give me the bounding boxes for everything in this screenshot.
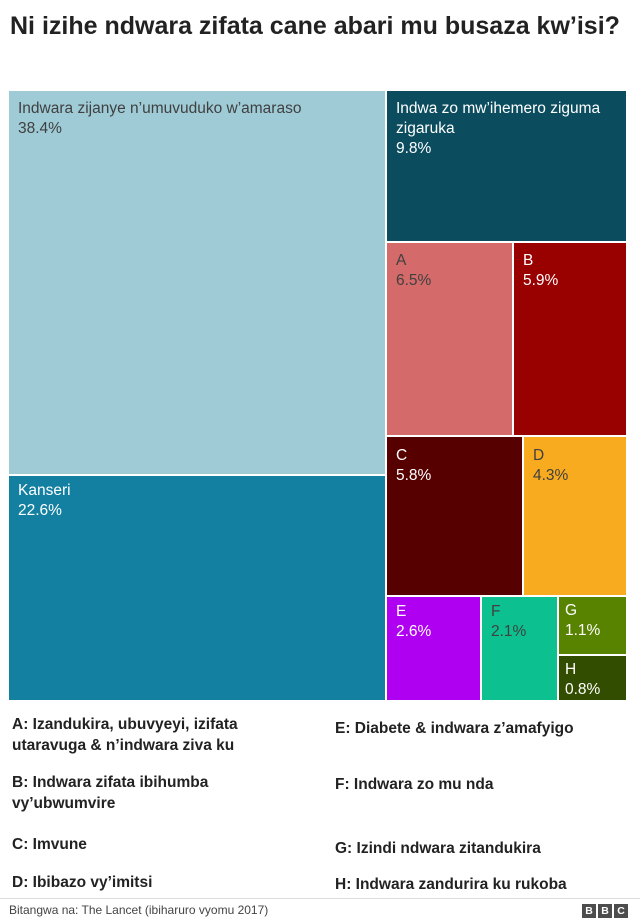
tile-label: E [396, 603, 407, 620]
legend-item-a: A: Izandukira, ubuvyeyi, izifata utaravu… [12, 716, 238, 754]
legend: A: Izandukira, ubuvyeyi, izifata utaravu… [12, 714, 628, 894]
footer-divider [0, 898, 640, 899]
treemap-tile-e: E 2.6% [387, 597, 482, 702]
treemap-tile-c: C 5.8% [387, 437, 524, 597]
treemap-chart: Indwara zijanye n’umuvuduko w’amaraso 38.… [9, 91, 628, 702]
treemap-tile-f: F 2.1% [482, 597, 559, 702]
tile-label: B [523, 252, 534, 269]
tile-value: 22.6% [18, 502, 62, 519]
tile-label: G [565, 602, 578, 619]
chart-title: Ni izihe ndwara zifata cane abari mu bus… [10, 12, 620, 40]
tile-value: 2.6% [396, 623, 432, 640]
legend-item-h: H: Indwara zandurira ku rukoba [335, 876, 567, 893]
tile-value: 0.8% [565, 681, 601, 698]
tile-label: H [565, 661, 577, 678]
bbc-logo-letter: B [582, 904, 596, 918]
legend-item-e: E: Diabete & indwara z’amafyigo [335, 720, 574, 737]
treemap-tile-resp: Indwa zo mw’ihemero ziguma zigaruka 9.8% [387, 91, 628, 243]
treemap-tile-h: H 0.8% [559, 656, 628, 702]
tile-label: A [396, 252, 407, 269]
tile-value: 6.5% [396, 272, 432, 289]
treemap-tile-g: G 1.1% [559, 597, 628, 656]
legend-item-g: G: Izindi ndwara zitandukira [335, 840, 541, 857]
tile-value: 38.4% [18, 120, 62, 137]
treemap-tile-cancer: Kanseri 22.6% [9, 476, 387, 702]
tile-value: 5.9% [523, 272, 559, 289]
legend-item-d: D: Ibibazo vy’imitsi [12, 874, 153, 891]
treemap-tile-d: D 4.3% [524, 437, 628, 597]
bbc-logo-letter: B [598, 904, 612, 918]
tile-label: F [491, 603, 501, 620]
tile-label: Indwara zijanye n’umuvuduko w’amaraso [18, 100, 302, 117]
bbc-logo: B B C [582, 904, 628, 918]
tile-label: Kanseri [18, 482, 71, 499]
tile-label: C [396, 447, 408, 464]
legend-item-b: B: Indwara zifata ibihumba vy’ubwumvire [12, 774, 209, 812]
tile-label: Indwa zo mw’ihemero ziguma zigaruka [396, 100, 601, 137]
treemap-tile-b: B 5.9% [514, 243, 628, 437]
tile-value: 1.1% [565, 622, 601, 639]
tile-label: D [533, 447, 545, 464]
treemap-tile-cardio: Indwara zijanye n’umuvuduko w’amaraso 38.… [9, 91, 387, 476]
tile-value: 9.8% [396, 140, 432, 157]
legend-item-c: C: Imvune [12, 836, 87, 853]
tile-value: 4.3% [533, 467, 569, 484]
source-note: Bitangwa na: The Lancet (ibiharuro vyomu… [9, 903, 269, 917]
tile-value: 5.8% [396, 467, 432, 484]
treemap-tile-a: A 6.5% [387, 243, 514, 437]
legend-item-f: F: Indwara zo mu nda [335, 776, 494, 793]
bbc-logo-letter: C [614, 904, 628, 918]
tile-value: 2.1% [491, 623, 527, 640]
